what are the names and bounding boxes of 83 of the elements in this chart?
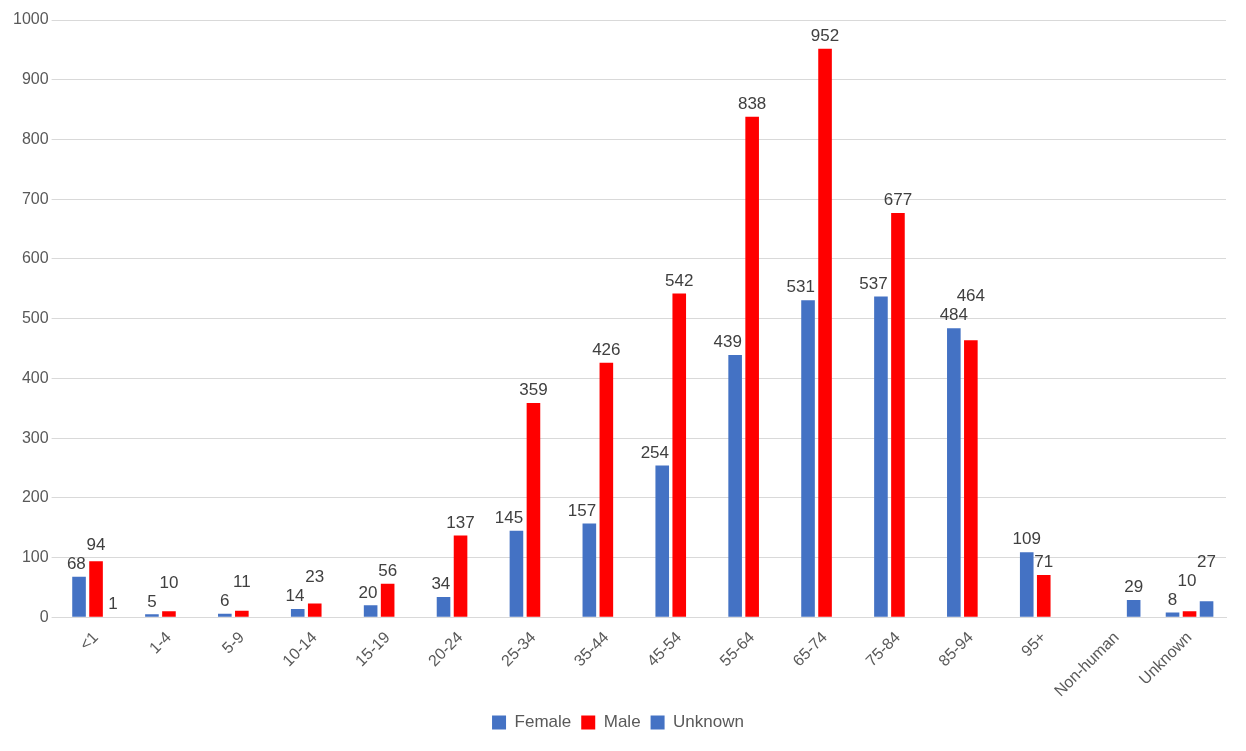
data-label: 11 (233, 571, 251, 591)
data-label: 10 (159, 572, 179, 592)
bar (874, 296, 888, 617)
data-label: 14 (285, 586, 305, 606)
y-tick-label: 400 (21, 368, 49, 386)
x-tick-label: 1-4 (145, 628, 175, 657)
legend-label: Female (514, 712, 572, 732)
data-label: 6 (220, 590, 230, 610)
y-tick-label: 300 (21, 428, 49, 446)
data-label: 56 (378, 561, 398, 581)
data-label: 838 (737, 93, 767, 113)
data-label: 426 (592, 340, 621, 360)
data-label: 157 (567, 500, 597, 520)
data-label: 68 (66, 553, 86, 573)
y-tick-label: 100 (21, 547, 49, 565)
y-tick-label: 700 (21, 189, 49, 207)
y-tick-label: 500 (21, 309, 49, 327)
y-tick-label: 0 (39, 607, 49, 625)
bar (1199, 601, 1214, 617)
data-label: 952 (810, 25, 840, 45)
data-label: 20 (358, 582, 378, 602)
data-label: 29 (1124, 577, 1144, 597)
bar (235, 610, 249, 617)
x-tick-label: <1 (76, 628, 102, 654)
data-label: 8 (1167, 589, 1178, 609)
y-tick-label: 800 (21, 129, 49, 147)
data-label: 1 (108, 593, 118, 613)
bar (1165, 612, 1180, 617)
bar (145, 614, 159, 617)
x-tick-label: 95+ (1017, 628, 1049, 660)
bar (363, 605, 378, 617)
data-label: 10 (1177, 570, 1197, 590)
legend-label: Unknown (673, 712, 744, 732)
data-label: 531 (786, 277, 815, 297)
bar (526, 402, 541, 617)
data-label: 464 (956, 286, 986, 306)
bar (509, 530, 524, 617)
data-label: 23 (305, 567, 325, 587)
data-label: 542 (665, 270, 694, 290)
y-tick-label: 1000 (13, 10, 49, 28)
bar (380, 583, 395, 617)
data-label: 484 (939, 305, 969, 325)
bar (599, 362, 614, 617)
data-label: 359 (519, 380, 548, 400)
bar (89, 561, 103, 617)
legend-label: Male (603, 712, 641, 732)
bar (964, 340, 978, 617)
data-label: 254 (640, 442, 670, 462)
bar (72, 576, 86, 617)
bar (1126, 599, 1141, 617)
bar (947, 328, 961, 617)
bar (290, 608, 305, 617)
data-label: 34 (431, 574, 451, 594)
bar (582, 523, 597, 617)
bar (307, 603, 322, 617)
bar (745, 116, 759, 617)
data-label: 71 (1034, 552, 1054, 572)
bar (453, 535, 468, 617)
data-label: 439 (713, 332, 742, 352)
x-tick-label: 5-9 (218, 628, 248, 657)
data-label: 27 (1197, 551, 1217, 571)
data-label: 137 (446, 512, 475, 532)
bar (162, 611, 176, 617)
bar (655, 465, 670, 617)
data-label: 677 (883, 190, 913, 210)
bar (1019, 552, 1034, 617)
bar (436, 597, 451, 617)
bar (818, 48, 832, 617)
data-label: 537 (859, 273, 888, 293)
bar (1182, 611, 1197, 617)
data-label: 94 (86, 534, 106, 554)
y-tick-label: 200 (21, 488, 49, 506)
bar (672, 293, 687, 617)
bar (1036, 574, 1051, 617)
bar (218, 613, 232, 617)
bar (801, 300, 815, 617)
data-label: 145 (494, 507, 524, 527)
y-tick-label: 900 (21, 70, 49, 88)
bar (891, 212, 905, 617)
data-label: 109 (1012, 529, 1041, 549)
data-label: 5 (147, 591, 157, 611)
bar (728, 355, 742, 617)
y-tick-label: 600 (21, 249, 49, 267)
